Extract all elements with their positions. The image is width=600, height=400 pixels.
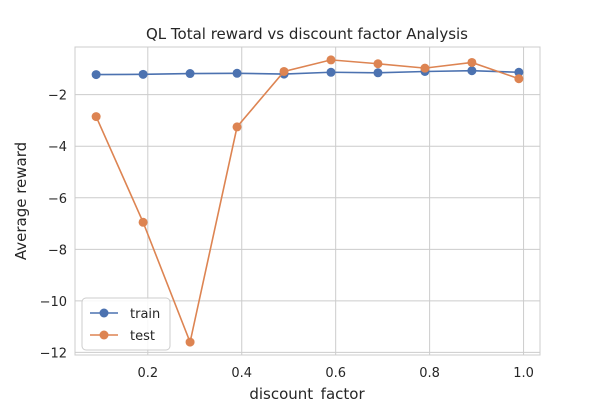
x-tick-label: 0.2 [137, 366, 158, 381]
legend-item-test: test [90, 329, 155, 344]
data-point-train [185, 69, 195, 79]
data-point-test [326, 55, 336, 65]
data-point-test [185, 337, 195, 347]
y-axis-label: Average reward [12, 142, 30, 260]
data-point-test [232, 122, 242, 132]
series-line-train [96, 69, 519, 76]
data-point-test [279, 66, 289, 76]
series-test [91, 55, 524, 347]
x-tick-label: 0.6 [325, 366, 346, 381]
legend: train test [81, 297, 171, 351]
y-tick-label: −4 [48, 140, 67, 155]
data-point-train [326, 67, 336, 77]
data-point-test [138, 217, 148, 227]
grid [75, 47, 540, 355]
y-tick-label: −12 [40, 346, 67, 361]
data-point-train [373, 68, 383, 78]
legend-marker-train [99, 308, 109, 318]
data-point-train [232, 68, 242, 78]
data-point-train [467, 66, 477, 76]
data-point-test [91, 112, 101, 122]
data-point-train [514, 67, 524, 77]
data-point-test [467, 57, 477, 67]
y-tick-label: −10 [40, 295, 67, 310]
y-tick-label: −6 [48, 192, 67, 207]
legend-item-train: train [90, 307, 160, 322]
y-axis: −2 −4 −6 −8 −10 −12 [40, 89, 67, 362]
y-tick-label: −2 [48, 89, 67, 104]
legend-label-train: train [130, 307, 160, 322]
chart-title: QL Total reward vs discount factor Analy… [146, 25, 468, 43]
x-axis: 0.2 0.4 0.6 0.8 1.0 [137, 366, 533, 381]
legend-label-test: test [130, 329, 155, 344]
x-tick-label: 0.8 [419, 366, 440, 381]
data-point-train [91, 70, 101, 80]
legend-marker-test [99, 330, 109, 340]
x-tick-label: 0.4 [231, 366, 252, 381]
series-layer [91, 55, 524, 347]
y-tick-label: −8 [48, 243, 67, 258]
x-axis-label: discount_factor [249, 385, 365, 400]
series-line-test [95, 59, 520, 345]
legend-box [81, 297, 171, 351]
data-point-train [138, 69, 148, 79]
data-point-test [373, 59, 383, 69]
plot-frame [74, 46, 541, 356]
data-point-test [420, 63, 430, 73]
x-tick-label: 1.0 [513, 366, 534, 381]
data-point-test [514, 74, 524, 84]
